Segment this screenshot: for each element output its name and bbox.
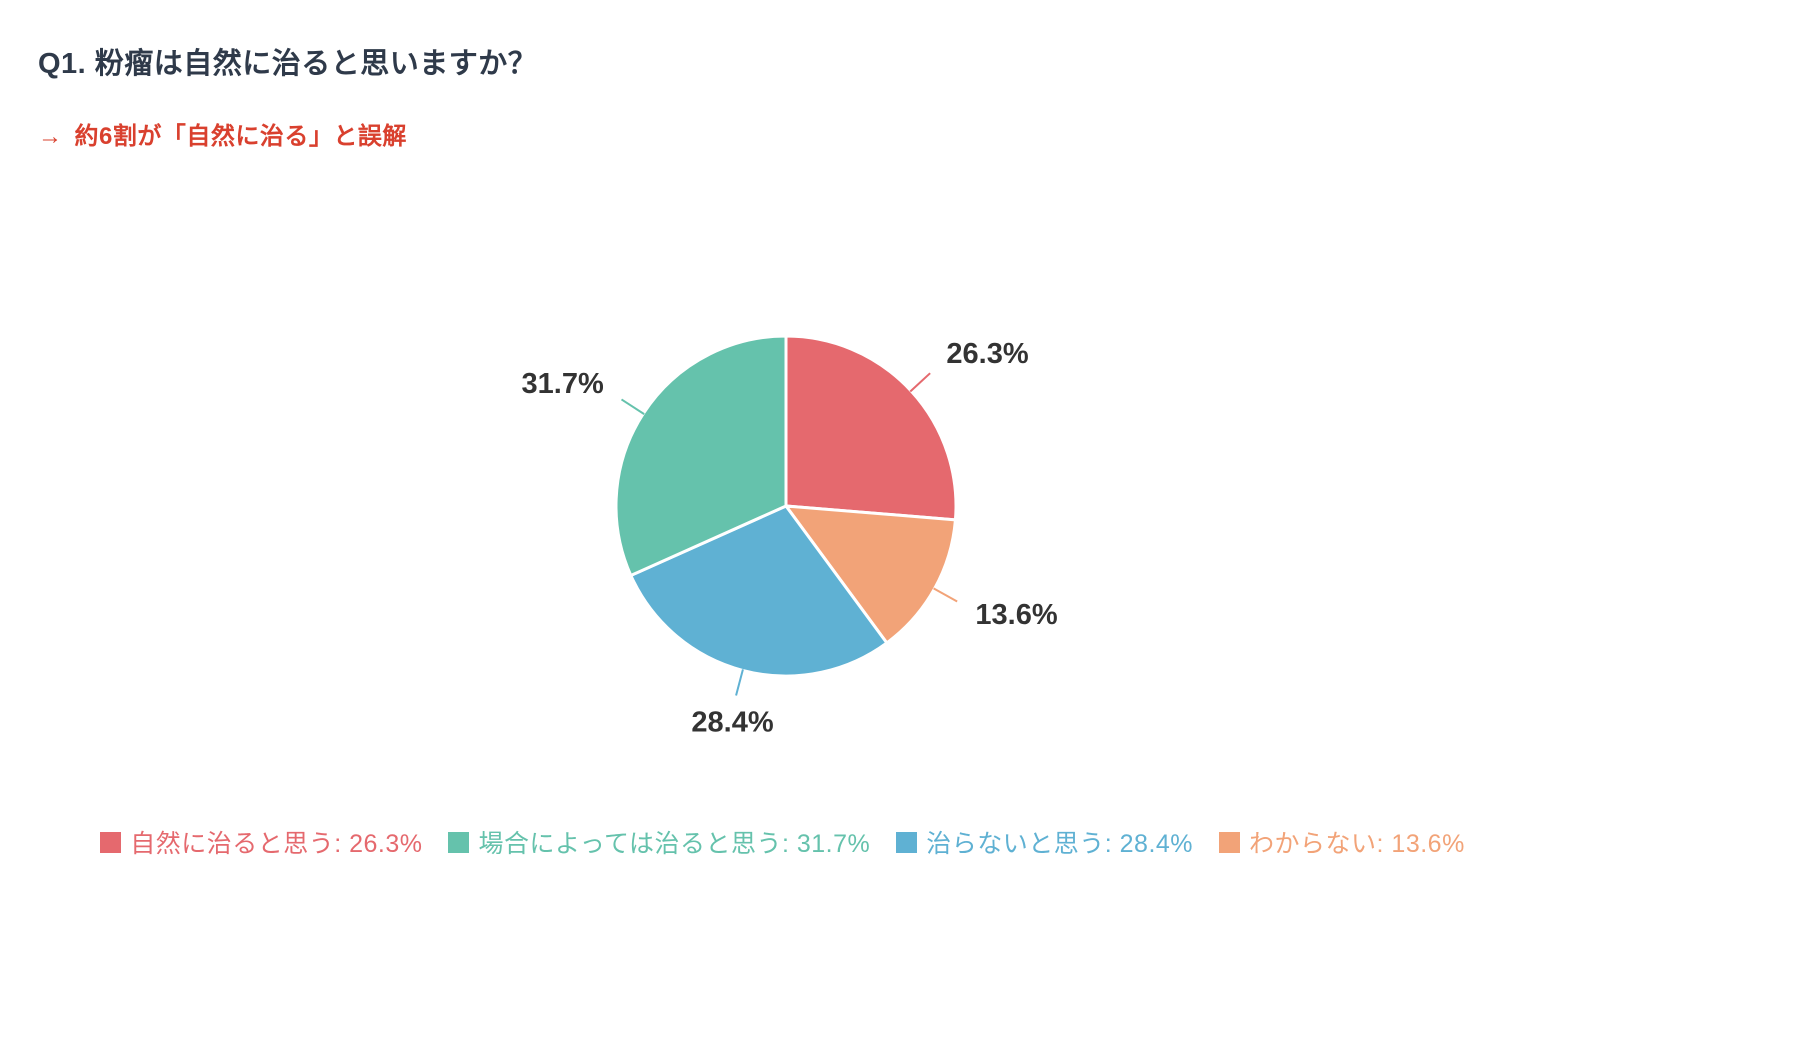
pie-value-label: 31.7%: [522, 368, 604, 400]
pie-value-label: 13.6%: [975, 599, 1057, 631]
legend-swatch: [1219, 831, 1241, 853]
label-leader-line: [933, 587, 958, 603]
legend-label: わからない: 13.6%: [1249, 830, 1465, 858]
legend-swatch: [896, 831, 918, 853]
legend-label: 治らないと思う: 28.4%: [926, 830, 1194, 858]
legend-item-1[interactable]: 自然に治ると思う: 26.3%: [100, 824, 422, 860]
legend-item-3[interactable]: 治らないと思う: 28.4%: [896, 824, 1193, 860]
chart-legend: 自然に治ると思う: 26.3% 場合によっては治ると思う: 31.7% 治らないと思…: [0, 824, 1565, 860]
legend-label: 自然に治ると思う: 26.3%: [130, 830, 423, 858]
question-title: Q1. 粉瘤は自然に治ると思いますか？: [38, 48, 538, 80]
label-leader-line: [620, 398, 645, 415]
legend-swatch: [100, 831, 122, 853]
legend-swatch: [448, 831, 470, 853]
pie-slice-1[interactable]: [784, 334, 958, 522]
legend-item-2[interactable]: 場合によっては治ると思う: 31.7%: [448, 824, 870, 860]
legend-label: 場合によっては治ると思う: 31.7%: [478, 830, 871, 858]
insight-text: 約6割が「自然に治る」と誤解: [74, 123, 407, 150]
arrow-right-icon: →: [38, 123, 63, 150]
legend-item-4[interactable]: わからない: 13.6%: [1219, 824, 1465, 860]
pie-value-label: 28.4%: [691, 707, 773, 739]
label-leader-line: [909, 372, 931, 393]
insight-callout: → 約6割が「自然に治る」と誤解: [38, 116, 407, 151]
label-leader-line: [735, 669, 744, 696]
pie-value-label: 26.3%: [946, 338, 1028, 370]
